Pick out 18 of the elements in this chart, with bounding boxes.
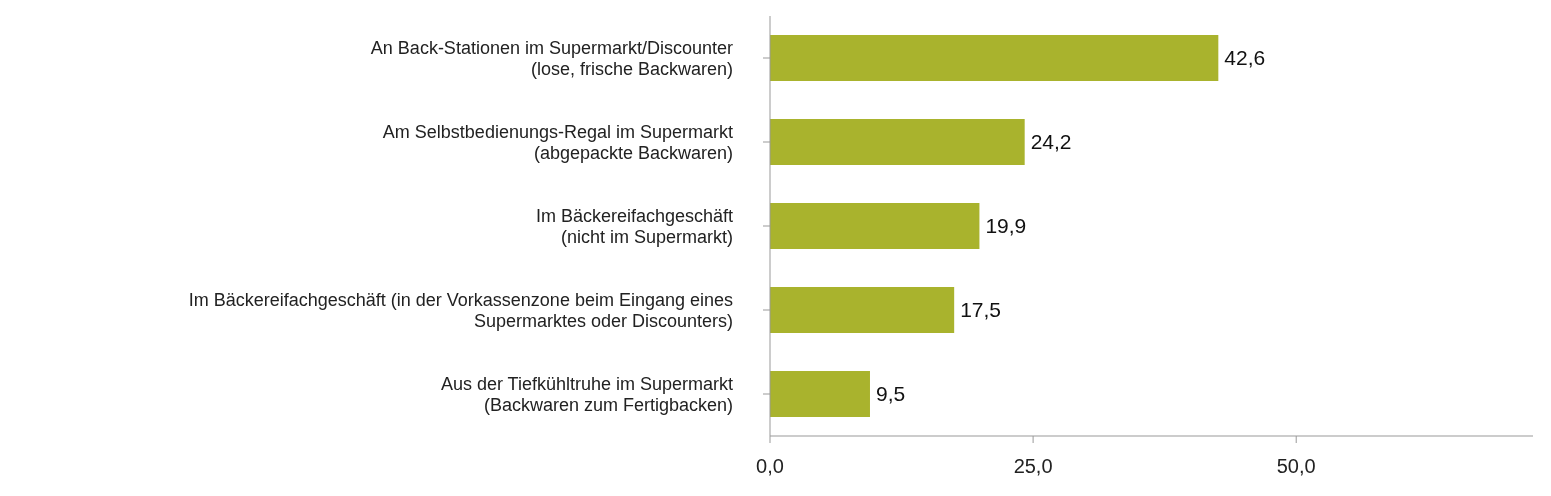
y-tick-label: An Back-Stationen im Supermarkt/Discounter (lose, frische Backwaren) xyxy=(370,37,733,79)
bar xyxy=(770,203,980,249)
bar xyxy=(770,287,955,333)
bar xyxy=(770,371,870,417)
data-label: 24,2 xyxy=(1030,130,1072,154)
data-label: 9,5 xyxy=(875,382,906,406)
data-label: 17,5 xyxy=(960,298,1002,322)
x-tick-label: 0,0 xyxy=(756,455,784,478)
data-label: 42,6 xyxy=(1224,46,1266,70)
y-tick-label: Im Bäckereifachgeschäft (in der Vorkassenzone beim Eingang eines Supermarktes oder Discounters) xyxy=(188,289,733,331)
y-tick-label: Im Bäckereifachgeschäft (nicht im Supermarkt) xyxy=(535,205,733,247)
y-tick-label: Aus der Tiefkühltruhe im Supermarkt (Backwaren zum Fertigbacken) xyxy=(440,373,733,415)
bar xyxy=(770,35,1219,81)
bar xyxy=(770,119,1025,165)
y-tick-label: Am Selbstbedienungs-Regal im Supermarkt (abgepackte Backwaren) xyxy=(382,121,733,163)
x-tick-label: 50,0 xyxy=(1276,455,1316,478)
data-label: 19,9 xyxy=(985,214,1027,238)
x-tick-label: 25,0 xyxy=(1013,455,1053,478)
